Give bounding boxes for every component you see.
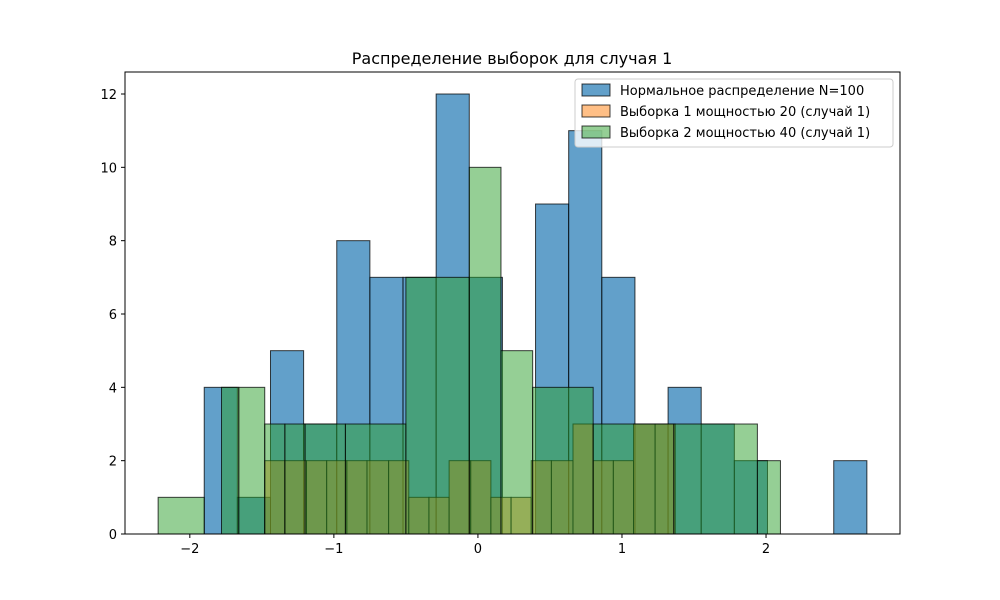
series-1-bar <box>833 460 868 535</box>
legend: Нормальное распределение N=100 Выборка 1 … <box>574 78 894 148</box>
series-3-bar <box>592 423 675 535</box>
series-3-bar <box>157 496 205 535</box>
series-3-bar <box>304 423 346 535</box>
legend-label: Выборка 1 мощностью 20 (случай 1) <box>620 105 870 120</box>
y-tick-label: 10 <box>100 161 117 176</box>
series-3-bar <box>756 460 781 535</box>
series-3-bar <box>344 423 407 535</box>
bars-layer <box>157 93 868 535</box>
y-tick-label: 0 <box>109 528 117 543</box>
x-tick-label: −2 <box>180 542 199 557</box>
x-axis: −2 −1 0 1 2 <box>180 534 770 557</box>
series-3-bar <box>284 423 306 535</box>
y-tick-label: 12 <box>100 88 117 103</box>
y-tick-label: 8 <box>109 235 117 250</box>
series-3-bar <box>673 423 758 535</box>
x-tick-label: 0 <box>474 542 482 557</box>
legend-label: Нормальное распределение N=100 <box>620 84 864 99</box>
legend-label: Выборка 2 мощностью 40 (случай 1) <box>620 126 870 141</box>
y-tick-label: 2 <box>109 455 117 470</box>
series-3-bar <box>405 276 470 535</box>
series-3-bars <box>157 166 781 535</box>
series-3-bar <box>264 423 286 535</box>
x-tick-label: 2 <box>762 542 770 557</box>
chart-title: Распределение выборок для случая 1 <box>352 49 673 68</box>
series-3-bar <box>468 166 502 535</box>
plot-frame <box>124 71 901 535</box>
legend-swatch <box>581 125 611 139</box>
legend-box <box>574 78 894 148</box>
y-tick-label: 4 <box>109 381 117 396</box>
x-tick-label: 1 <box>618 542 626 557</box>
series-3-bar <box>238 386 266 535</box>
series-3-bar <box>221 386 240 535</box>
y-tick-label: 6 <box>109 308 117 323</box>
series-3-bar <box>532 386 594 535</box>
series-3-bar <box>500 350 534 535</box>
y-axis: 0 2 4 6 8 10 12 <box>100 88 125 543</box>
x-tick-label: −1 <box>324 542 343 557</box>
legend-swatch <box>581 83 611 97</box>
legend-swatch <box>581 104 611 118</box>
